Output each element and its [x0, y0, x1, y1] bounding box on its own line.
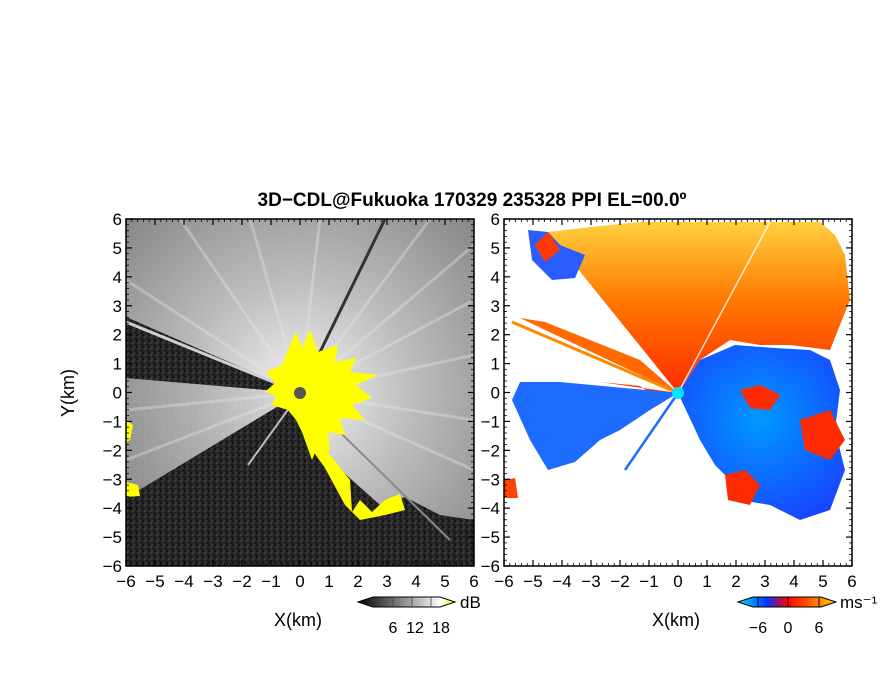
reflectivity-x-tick-label: −2: [232, 572, 251, 591]
velocity-x-tick-label: 2: [731, 572, 740, 591]
velocity-approaching-east: [678, 345, 845, 520]
reflectivity-x-tick-label: −3: [203, 572, 222, 591]
velocity-beam-sw: [623, 392, 680, 471]
bright-beam-w: [126, 320, 301, 395]
chart-title: 3D−CDL@Fukuoka 170329 235328 PPI EL=00.0…: [258, 190, 687, 211]
yellow-echo-edge-w2: [126, 482, 140, 497]
velocity-y-tick-label: 4: [491, 268, 500, 287]
velocity-axes: −6 −5 −4 −3 −2 −1 0 1 2 3 4 5 6 −6 −5 −4 −3 −2 −1 0 1 2 3 4 5 6: [481, 210, 857, 591]
reflectivity-x-tick-label: −4: [174, 572, 193, 591]
velocity-colorbar-bar: [736, 596, 838, 608]
reflectivity-y-tick-label: −6: [103, 557, 122, 576]
velocity-y-tick-label: 6: [491, 210, 500, 229]
reflectivity-y-tick-label: 0: [113, 384, 122, 403]
velocity-approaching-southwest: [512, 382, 678, 470]
reflectivity-y-tick-label: 3: [113, 297, 122, 316]
reflectivity-x-tick-label: 2: [353, 572, 362, 591]
reflectivity-y-tick-label: 4: [113, 268, 122, 287]
reflectivity-colorbar-tick-2: 12: [406, 620, 424, 637]
reflectivity-panel: [126, 219, 474, 566]
reflectivity-colorbar-unit: dB: [460, 593, 481, 612]
velocity-colorbar-unit: ms⁻¹: [840, 593, 878, 612]
velocity-y-tick-label: −6: [481, 557, 500, 576]
reflectivity-y-tick-label: 5: [113, 239, 122, 258]
reflectivity-y-tick-label: −2: [103, 441, 122, 460]
reflectivity-axes: −6 −5 −4 −3 −2 −1 0 1 2 3 4 5 6 −6 −5 −4 −3 −2 −1 0 1 2 3 4 5 6: [103, 210, 479, 591]
yellow-echo-edge-w1: [126, 420, 133, 442]
velocity-x-tick-label: −5: [523, 572, 542, 591]
velocity-y-tick-label: 3: [491, 297, 500, 316]
velocity-red-patch-3: [800, 410, 845, 460]
yellow-echo-rim: [300, 420, 405, 520]
velocity-x-tick-label: −2: [610, 572, 629, 591]
velocity-red-patch-2: [725, 470, 760, 505]
echo-wedge-west: [126, 378, 300, 498]
velocity-colorbar: ms⁻¹ −6 0 6: [736, 593, 878, 637]
reflectivity-colorbar-tick-3: 18: [432, 620, 450, 637]
velocity-colorbar-tick-1: −6: [749, 620, 767, 637]
velocity-colorbar-tick-2: 0: [784, 620, 793, 637]
velocity-x-tick-label: 0: [673, 572, 682, 591]
reflectivity-colorbar-bar: [356, 596, 457, 608]
velocity-y-tick-label: −2: [481, 441, 500, 460]
velocity-x-tick-label: 4: [789, 572, 798, 591]
reflectivity-x-tick-label: −6: [116, 572, 135, 591]
velocity-receding-region: [548, 222, 850, 393]
reflectivity-y-tick-label: −5: [103, 528, 122, 547]
reflectivity-x-tick-label: 6: [469, 572, 478, 591]
reflectivity-x-tick-label: 3: [382, 572, 391, 591]
reflectivity-x-tick-label: 4: [411, 572, 420, 591]
reflectivity-y-tick-label: −4: [103, 499, 122, 518]
velocity-y-tick-label: 5: [491, 239, 500, 258]
velocity-panel: [504, 221, 850, 520]
velocity-y-tick-label: −5: [481, 528, 500, 547]
velocity-colorbar-tick-3: 6: [815, 620, 824, 637]
velocity-red-patch-4: [504, 478, 518, 498]
velocity-y-tick-label: −4: [481, 499, 500, 518]
reflectivity-x-tick-label: −1: [261, 572, 280, 591]
reflectivity-x-tick-label: −5: [145, 572, 164, 591]
velocity-colorbar-ticks: [757, 597, 820, 607]
x-axis-label-right: X(km): [652, 610, 700, 630]
velocity-x-tick-label: 1: [702, 572, 711, 591]
velocity-x-tick-label: −1: [639, 572, 658, 591]
velocity-beam-ne: [677, 221, 771, 394]
velocity-x-tick-label: 5: [818, 572, 827, 591]
reflectivity-y-tick-label: −1: [103, 412, 122, 431]
reflectivity-y-tick-label: 6: [113, 210, 122, 229]
velocity-x-tick-label: −6: [494, 572, 513, 591]
reflectivity-colorbar-ticks: [392, 597, 432, 607]
velocity-x-tick-label: 6: [847, 572, 856, 591]
velocity-y-tick-label: 2: [491, 326, 500, 345]
velocity-x-tick-label: −3: [581, 572, 600, 591]
reflectivity-x-tick-label: 0: [295, 572, 304, 591]
reflectivity-y-tick-label: 1: [113, 355, 122, 374]
velocity-y-tick-label: 0: [491, 384, 500, 403]
velocity-y-tick-label: −1: [481, 412, 500, 431]
velocity-red-patch-1: [740, 385, 780, 410]
velocity-warm-north-spot: [535, 232, 560, 262]
velocity-y-tick-label: 1: [491, 355, 500, 374]
velocity-warm-west: [520, 318, 678, 393]
velocity-beam-w: [511, 320, 679, 395]
yellow-echo-core: [265, 330, 378, 460]
velocity-radar-site-marker: [672, 387, 684, 399]
reflectivity-x-tick-label: 1: [324, 572, 333, 591]
reflectivity-y-tick-label: −3: [103, 470, 122, 489]
y-axis-label: Y(km): [58, 369, 78, 417]
x-axis-label-left: X(km): [274, 610, 322, 630]
radar-site-marker: [294, 387, 306, 399]
velocity-x-tick-label: −4: [552, 572, 571, 591]
velocity-y-tick-label: −3: [481, 470, 500, 489]
reflectivity-colorbar-tick-1: 6: [389, 620, 398, 637]
reflectivity-x-tick-label: 5: [440, 572, 449, 591]
velocity-x-tick-label: 3: [760, 572, 769, 591]
reflectivity-y-tick-label: 2: [113, 326, 122, 345]
reflectivity-colorbar: dB 6 12 18: [356, 593, 481, 637]
